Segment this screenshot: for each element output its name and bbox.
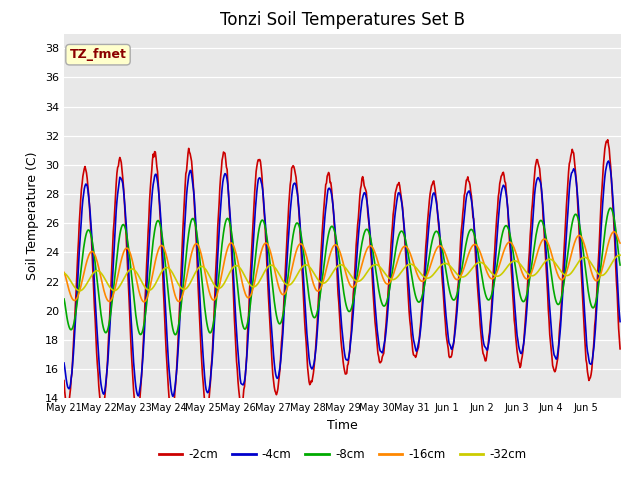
X-axis label: Time: Time — [327, 419, 358, 432]
Text: TZ_fmet: TZ_fmet — [70, 48, 127, 61]
Title: Tonzi Soil Temperatures Set B: Tonzi Soil Temperatures Set B — [220, 11, 465, 29]
Legend: -2cm, -4cm, -8cm, -16cm, -32cm: -2cm, -4cm, -8cm, -16cm, -32cm — [154, 443, 531, 466]
Y-axis label: Soil Temperature (C): Soil Temperature (C) — [26, 152, 39, 280]
